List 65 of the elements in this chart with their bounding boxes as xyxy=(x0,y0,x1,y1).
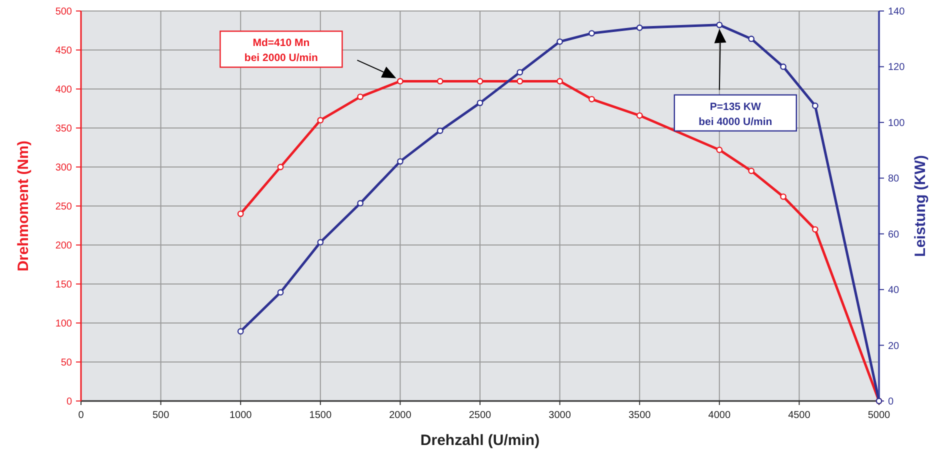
y2-tick-label: 80 xyxy=(888,174,900,185)
point xyxy=(237,210,244,217)
y2-tick-label: 60 xyxy=(888,229,900,240)
y2-tick-label: 140 xyxy=(888,6,906,18)
y-tick-label: 500 xyxy=(55,6,72,18)
x-tick-label: 5000 xyxy=(868,410,891,421)
y-tick-label: 250 xyxy=(55,202,72,212)
point xyxy=(556,38,563,45)
point xyxy=(556,78,563,84)
point xyxy=(780,193,786,200)
y-tick-label: 350 xyxy=(55,124,72,134)
point xyxy=(748,36,755,42)
point xyxy=(277,164,284,170)
point xyxy=(716,22,723,28)
point xyxy=(476,78,484,84)
point xyxy=(277,289,284,296)
point xyxy=(436,128,444,134)
x-tick-label: 500 xyxy=(152,410,170,421)
point xyxy=(812,226,818,233)
x-tick-label: 4000 xyxy=(708,410,731,421)
y2-axis-title: Leistung (KW) xyxy=(912,155,929,257)
y-tick-label: 300 xyxy=(55,162,72,174)
point xyxy=(516,69,524,76)
point xyxy=(357,94,364,100)
y-tick-label: 150 xyxy=(55,280,72,290)
point xyxy=(588,30,595,36)
point xyxy=(476,100,484,106)
x-tick-label: 2500 xyxy=(468,410,492,421)
point xyxy=(716,146,723,154)
annotation: Md=410 Mn bei 2000 U/min xyxy=(244,37,318,64)
y-tick-label: 400 xyxy=(55,84,72,96)
point xyxy=(317,117,324,124)
y-tick-label: 100 xyxy=(55,318,72,330)
x-tick-label: 3000 xyxy=(548,410,572,421)
y-tick-label: 450 xyxy=(55,46,72,56)
point xyxy=(636,24,643,31)
y-axis-title: Drehmoment (Nm) xyxy=(15,140,32,272)
point xyxy=(397,158,404,165)
y2-tick-label: 120 xyxy=(888,62,906,74)
x-tick-label: 1000 xyxy=(229,410,252,421)
y2-tick-label: 40 xyxy=(888,285,900,296)
point xyxy=(516,78,524,84)
point xyxy=(237,328,244,335)
x-tick-label: 2000 xyxy=(389,410,412,421)
x-tick-label: 4500 xyxy=(788,410,811,421)
point xyxy=(812,102,818,109)
y2-tick-label: 100 xyxy=(888,118,906,129)
annotation: P=135 KW bei 4000 U/min xyxy=(698,100,772,128)
x-axis-title: Drehzahl (U/min) xyxy=(420,432,540,449)
x-tick-label: 3500 xyxy=(628,410,652,421)
point xyxy=(588,96,595,102)
point xyxy=(748,168,755,174)
point xyxy=(436,78,444,84)
point xyxy=(317,239,324,246)
y2-tick-label: 0 xyxy=(888,396,894,408)
point xyxy=(636,112,643,119)
x-tick-label: 0 xyxy=(78,410,84,421)
y-tick-label: 0 xyxy=(66,396,72,408)
point xyxy=(780,64,786,70)
y-tick-label: 200 xyxy=(55,240,72,252)
point xyxy=(357,200,364,206)
y2-tick-label: 20 xyxy=(888,340,900,352)
x-tick-label: 1500 xyxy=(309,410,332,421)
point xyxy=(397,78,404,84)
y-tick-label: 50 xyxy=(60,358,72,368)
